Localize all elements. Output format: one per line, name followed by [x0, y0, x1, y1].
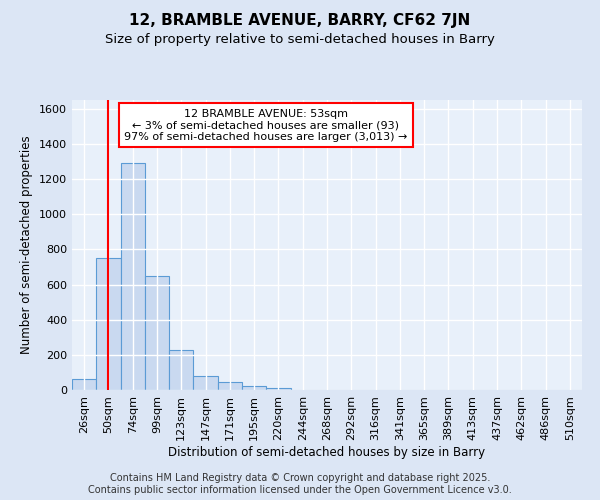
Bar [242, 386, 266, 390]
Bar [145, 276, 169, 390]
X-axis label: Distribution of semi-detached houses by size in Barry: Distribution of semi-detached houses by … [169, 446, 485, 458]
Bar [72, 380, 96, 390]
Text: 12 BRAMBLE AVENUE: 53sqm
← 3% of semi-detached houses are smaller (93)
97% of se: 12 BRAMBLE AVENUE: 53sqm ← 3% of semi-de… [124, 108, 407, 142]
Text: Size of property relative to semi-detached houses in Barry: Size of property relative to semi-detach… [105, 32, 495, 46]
Y-axis label: Number of semi-detached properties: Number of semi-detached properties [20, 136, 34, 354]
Bar [121, 164, 145, 390]
Bar [169, 350, 193, 390]
Bar [96, 258, 121, 390]
Text: Contains HM Land Registry data © Crown copyright and database right 2025.
Contai: Contains HM Land Registry data © Crown c… [88, 474, 512, 495]
Bar [266, 388, 290, 390]
Bar [218, 382, 242, 390]
Text: 12, BRAMBLE AVENUE, BARRY, CF62 7JN: 12, BRAMBLE AVENUE, BARRY, CF62 7JN [130, 12, 470, 28]
Bar [193, 376, 218, 390]
